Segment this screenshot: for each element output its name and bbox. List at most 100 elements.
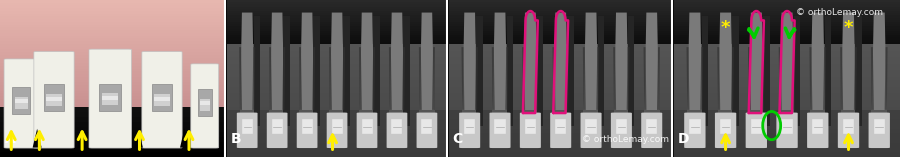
Polygon shape xyxy=(505,47,508,110)
Polygon shape xyxy=(180,129,189,148)
Polygon shape xyxy=(674,2,900,4)
FancyBboxPatch shape xyxy=(855,16,861,126)
Polygon shape xyxy=(252,47,256,110)
FancyBboxPatch shape xyxy=(266,113,287,148)
FancyBboxPatch shape xyxy=(46,94,62,106)
Polygon shape xyxy=(0,5,225,8)
FancyBboxPatch shape xyxy=(237,113,257,148)
Polygon shape xyxy=(449,47,672,51)
Polygon shape xyxy=(674,7,900,9)
FancyBboxPatch shape xyxy=(387,113,408,148)
Polygon shape xyxy=(449,110,672,115)
Text: A: A xyxy=(4,132,15,146)
Polygon shape xyxy=(810,13,825,113)
FancyBboxPatch shape xyxy=(269,110,284,119)
FancyBboxPatch shape xyxy=(403,16,410,126)
Polygon shape xyxy=(0,85,225,88)
Polygon shape xyxy=(0,63,225,66)
Polygon shape xyxy=(0,14,225,16)
Polygon shape xyxy=(449,129,672,133)
FancyBboxPatch shape xyxy=(4,59,39,148)
Polygon shape xyxy=(227,124,447,129)
Polygon shape xyxy=(462,47,464,110)
FancyBboxPatch shape xyxy=(331,119,343,134)
FancyBboxPatch shape xyxy=(745,113,767,148)
Polygon shape xyxy=(227,93,447,97)
Polygon shape xyxy=(674,35,900,37)
FancyBboxPatch shape xyxy=(842,119,854,134)
FancyBboxPatch shape xyxy=(421,119,432,134)
Polygon shape xyxy=(227,40,447,42)
Polygon shape xyxy=(449,143,672,148)
FancyBboxPatch shape xyxy=(102,96,119,100)
Polygon shape xyxy=(227,115,447,119)
Polygon shape xyxy=(491,47,495,110)
Polygon shape xyxy=(227,29,447,31)
Polygon shape xyxy=(674,54,900,57)
Polygon shape xyxy=(373,47,375,110)
FancyBboxPatch shape xyxy=(810,110,825,119)
FancyBboxPatch shape xyxy=(154,94,170,106)
Polygon shape xyxy=(0,3,225,5)
Polygon shape xyxy=(809,47,813,110)
Polygon shape xyxy=(449,18,672,20)
Polygon shape xyxy=(227,54,447,57)
Polygon shape xyxy=(674,15,900,18)
FancyBboxPatch shape xyxy=(598,16,604,126)
Polygon shape xyxy=(687,47,689,110)
FancyBboxPatch shape xyxy=(702,16,708,126)
Polygon shape xyxy=(688,13,702,113)
Polygon shape xyxy=(0,25,225,27)
Polygon shape xyxy=(0,104,225,107)
FancyBboxPatch shape xyxy=(272,119,283,134)
Polygon shape xyxy=(674,4,900,7)
Polygon shape xyxy=(227,4,447,7)
Polygon shape xyxy=(449,13,672,15)
FancyBboxPatch shape xyxy=(302,119,312,134)
Polygon shape xyxy=(674,100,900,103)
Polygon shape xyxy=(227,129,447,133)
Polygon shape xyxy=(449,103,672,107)
Polygon shape xyxy=(492,13,508,113)
FancyBboxPatch shape xyxy=(464,119,475,134)
Polygon shape xyxy=(449,107,672,110)
Polygon shape xyxy=(840,47,843,110)
FancyBboxPatch shape xyxy=(824,16,831,126)
Polygon shape xyxy=(299,47,302,110)
Polygon shape xyxy=(674,124,900,129)
Polygon shape xyxy=(227,18,447,20)
FancyBboxPatch shape xyxy=(779,110,795,119)
Polygon shape xyxy=(0,99,225,102)
Polygon shape xyxy=(674,129,900,133)
FancyBboxPatch shape xyxy=(102,93,119,105)
Polygon shape xyxy=(674,51,900,54)
FancyBboxPatch shape xyxy=(284,16,290,126)
FancyBboxPatch shape xyxy=(555,119,566,134)
FancyBboxPatch shape xyxy=(89,49,131,148)
FancyBboxPatch shape xyxy=(874,119,885,134)
Polygon shape xyxy=(0,44,225,47)
Polygon shape xyxy=(674,24,900,26)
Polygon shape xyxy=(227,11,447,13)
FancyBboxPatch shape xyxy=(297,113,318,148)
FancyBboxPatch shape xyxy=(871,110,887,119)
Polygon shape xyxy=(674,20,900,22)
FancyBboxPatch shape xyxy=(614,110,629,119)
Polygon shape xyxy=(674,148,900,152)
FancyBboxPatch shape xyxy=(462,110,478,119)
Polygon shape xyxy=(657,47,660,110)
FancyBboxPatch shape xyxy=(616,119,627,134)
Polygon shape xyxy=(227,103,447,107)
FancyBboxPatch shape xyxy=(390,110,405,119)
FancyBboxPatch shape xyxy=(611,113,632,148)
Polygon shape xyxy=(0,91,225,93)
FancyBboxPatch shape xyxy=(537,16,544,126)
Polygon shape xyxy=(449,35,672,37)
Polygon shape xyxy=(0,38,225,41)
Polygon shape xyxy=(0,22,225,25)
FancyBboxPatch shape xyxy=(356,113,377,148)
Polygon shape xyxy=(329,47,332,110)
Polygon shape xyxy=(0,66,225,69)
Polygon shape xyxy=(449,24,672,26)
Polygon shape xyxy=(312,47,315,110)
